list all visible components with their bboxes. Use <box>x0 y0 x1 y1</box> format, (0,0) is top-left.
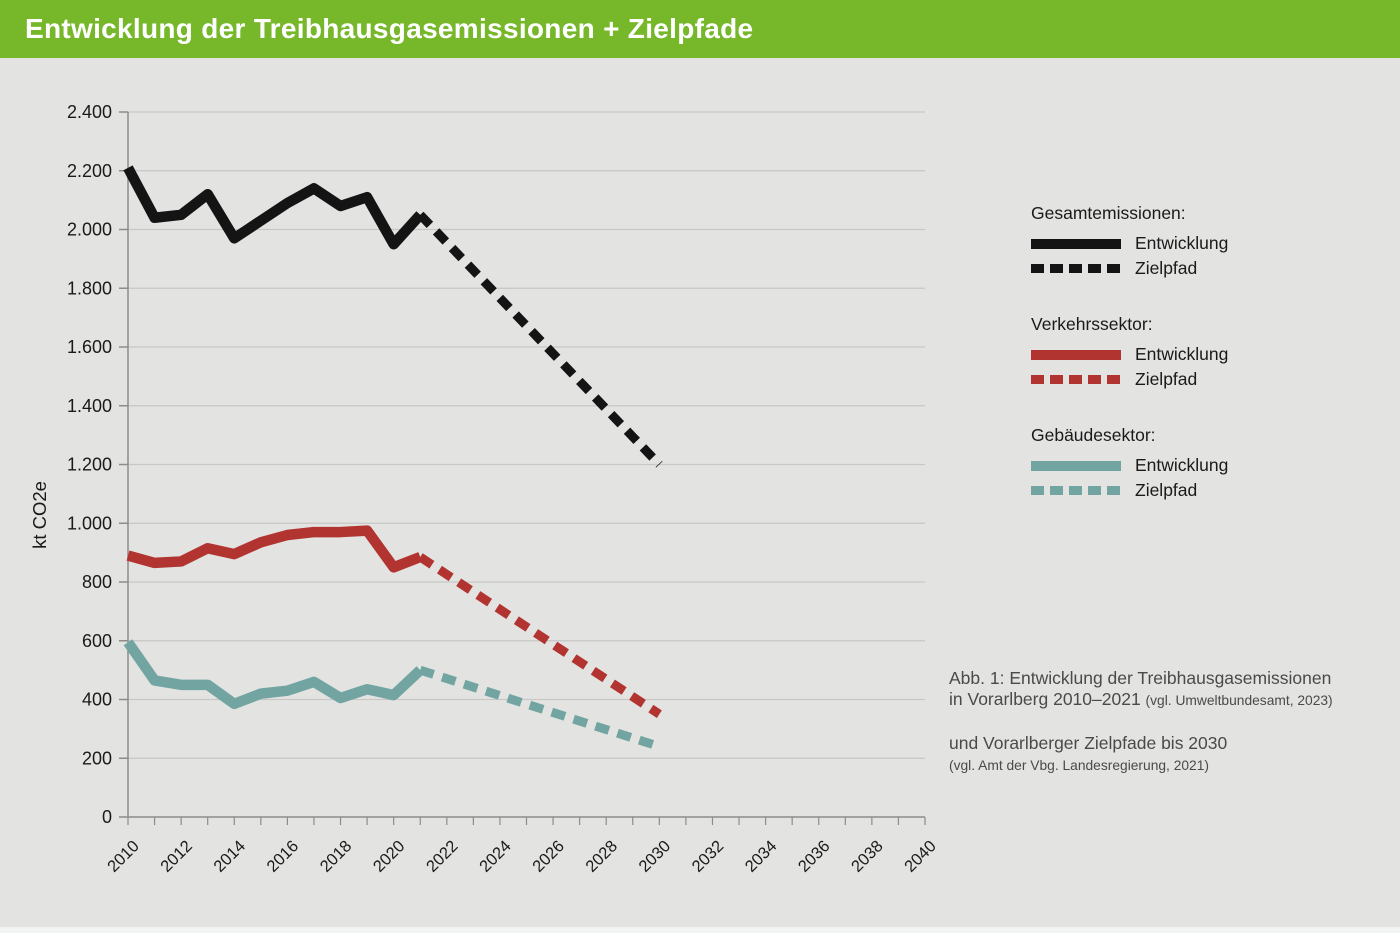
svg-text:1.000: 1.000 <box>67 513 112 533</box>
svg-text:400: 400 <box>82 690 112 710</box>
legend-item: Entwicklung <box>1031 342 1361 367</box>
svg-text:2018: 2018 <box>317 837 356 876</box>
legend-item: Entwicklung <box>1031 453 1361 478</box>
page-title: Entwicklung der Treibhausgasemissionen +… <box>25 13 754 44</box>
red-dashed-line-swatch <box>1031 375 1121 384</box>
legend-group-title: Gebäudesektor: <box>1031 425 1156 445</box>
svg-text:2026: 2026 <box>529 837 568 876</box>
title-bar: Entwicklung der Treibhausgasemissionen +… <box>0 0 1400 58</box>
svg-text:2014: 2014 <box>210 837 249 876</box>
svg-text:1.400: 1.400 <box>67 396 112 416</box>
svg-text:0: 0 <box>102 807 112 827</box>
legend-item-label: Zielpfad <box>1135 258 1198 278</box>
svg-text:2016: 2016 <box>264 837 303 876</box>
caption-line: und Vorarlberger Zielpfade bis 2030 <box>949 733 1228 753</box>
svg-text:1.800: 1.800 <box>67 278 112 298</box>
svg-text:2036: 2036 <box>795 837 834 876</box>
black-solid-line-swatch <box>1031 238 1121 249</box>
teal-dashed-line-swatch <box>1031 486 1121 495</box>
legend-item-label: Zielpfad <box>1135 480 1198 500</box>
caption-line: Abb. 1: Entwicklung der Treibhausgasemis… <box>949 668 1332 688</box>
legend-item-label: Zielpfad <box>1135 369 1198 389</box>
svg-text:600: 600 <box>82 631 112 651</box>
black-dashed-line-swatch <box>1031 264 1121 273</box>
bottom-edge-strip <box>0 927 1400 933</box>
teal-solid-line-swatch <box>1031 460 1121 471</box>
red-solid-line-swatch <box>1031 349 1121 360</box>
legend-group-gesamtemissionen: Gesamtemissionen: Entwicklung Zielpfad <box>1031 203 1361 281</box>
legend-group-verkehrssektor: Verkehrssektor: Entwicklung Zielpfad <box>1031 314 1361 392</box>
caption-source: (vgl. Amt der Vbg. Landesregierung, 2021… <box>949 758 1209 773</box>
svg-text:1.600: 1.600 <box>67 337 112 357</box>
svg-text:2032: 2032 <box>689 837 728 876</box>
svg-text:200: 200 <box>82 748 112 768</box>
svg-text:2028: 2028 <box>582 837 621 876</box>
caption-line: in Vorarlberg 2010–2021 (vgl. Umweltbund… <box>949 689 1333 709</box>
svg-text:2012: 2012 <box>157 837 196 876</box>
legend-item: Entwicklung <box>1031 231 1361 256</box>
svg-text:2024: 2024 <box>476 837 515 876</box>
legend-item-label: Entwicklung <box>1135 233 1229 253</box>
caption-source: (vgl. Umweltbundesamt, 2023) <box>1145 693 1333 708</box>
legend-item: Zielpfad <box>1031 478 1361 503</box>
legend-group-gebaeudesektor: Gebäudesektor: Entwicklung Zielpfad <box>1031 425 1361 503</box>
svg-text:2.000: 2.000 <box>67 220 112 240</box>
svg-text:2040: 2040 <box>901 837 940 876</box>
legend-group-title: Verkehrssektor: <box>1031 314 1153 334</box>
svg-text:2010: 2010 <box>104 837 143 876</box>
figure-caption: Abb. 1: Entwicklung der Treibhausgasemis… <box>949 668 1379 776</box>
legend-item-label: Entwicklung <box>1135 455 1229 475</box>
legend-item-label: Entwicklung <box>1135 344 1229 364</box>
svg-text:2038: 2038 <box>848 837 887 876</box>
legend-item: Zielpfad <box>1031 367 1361 392</box>
legend-item: Zielpfad <box>1031 256 1361 281</box>
svg-text:2020: 2020 <box>370 837 409 876</box>
svg-text:2030: 2030 <box>635 837 674 876</box>
chart-legend: Gesamtemissionen: Entwicklung Zielpfad V… <box>1031 203 1361 536</box>
svg-text:2034: 2034 <box>742 837 781 876</box>
svg-text:800: 800 <box>82 572 112 592</box>
legend-group-title: Gesamtemissionen: <box>1031 203 1186 223</box>
svg-text:1.200: 1.200 <box>67 455 112 475</box>
svg-text:2.200: 2.200 <box>67 161 112 181</box>
svg-text:2022: 2022 <box>423 837 462 876</box>
svg-text:kt CO2e: kt CO2e <box>29 481 50 549</box>
svg-text:2.400: 2.400 <box>67 102 112 122</box>
